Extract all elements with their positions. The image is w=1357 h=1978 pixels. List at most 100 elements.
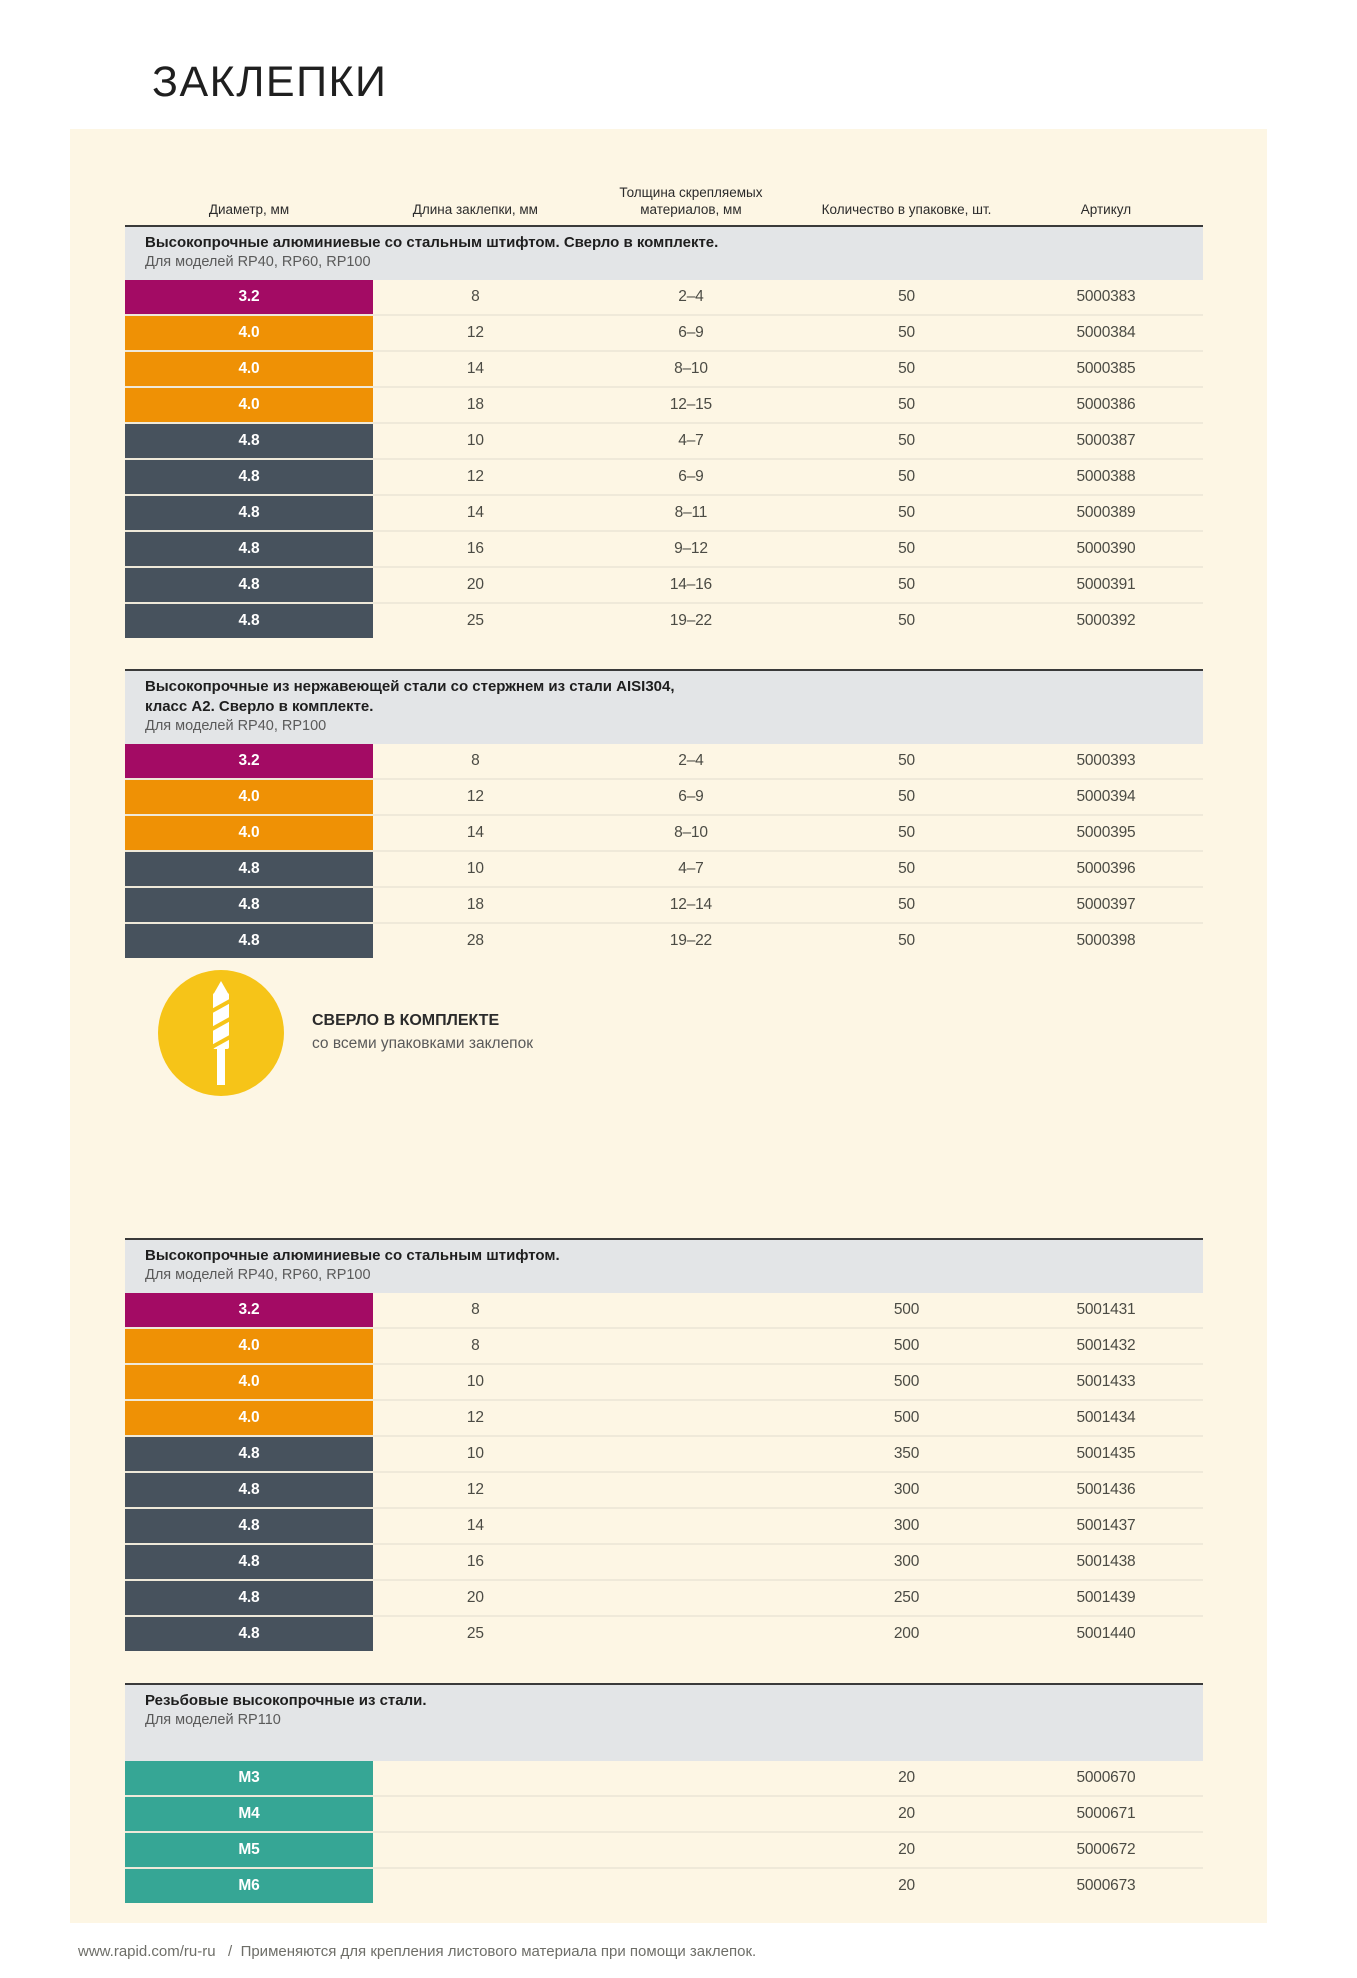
diameter-cell: 4.0: [125, 815, 373, 850]
callout-text: СВЕРЛО В КОМПЛЕКТЕ со всеми упаковками за…: [312, 1012, 533, 1053]
length-cell: 8: [471, 1336, 480, 1354]
table-row: 4.8 25 19–22 50 5000392: [125, 601, 1203, 638]
section-title: Резьбовые высокопрочные из стали.: [145, 1691, 427, 1709]
thickness-cell: [578, 1437, 804, 1471]
section-title: Высокопрочные алюминиевые со стальным шт…: [145, 1246, 560, 1264]
section-subtitle: Для моделей RP40, RP100: [145, 718, 327, 735]
table-row: 4.8 14 300 5001437: [125, 1506, 1203, 1543]
article-cell: 5000398: [1076, 931, 1136, 949]
length-cell: 12: [466, 1480, 484, 1498]
length-cell: 8: [471, 287, 480, 305]
article-cell: 5001435: [1076, 1444, 1136, 1462]
page-footer: www.rapid.com/ru-ru / Применяются для кр…: [78, 1943, 1357, 1960]
length-cell: 18: [466, 395, 484, 413]
column-header-article: Артикул: [1080, 202, 1132, 218]
section-subtitle: Для моделей RP110: [145, 1711, 281, 1728]
diameter-cell: M6: [125, 1868, 373, 1903]
section-rows: 3.2 8 2–4 50 5000393 4.0 12 6–9 50 50003…: [125, 743, 1203, 958]
table-section: Высокопрочные алюминиевые со стальным шт…: [125, 225, 1203, 638]
table-row: 4.8 16 9–12 50 5000390: [125, 529, 1203, 566]
diameter-cell: 4.0: [125, 779, 373, 814]
thickness-cell: [578, 1833, 804, 1867]
section-rows: 3.2 8 500 5001431 4.0 8 500 5001432 4.0 …: [125, 1292, 1203, 1651]
length-cell: 10: [466, 1372, 484, 1390]
article-cell: 5000388: [1076, 467, 1136, 485]
diameter-cell: 4.0: [125, 351, 373, 386]
quantity-cell: 50: [898, 395, 915, 413]
content-panel: Диаметр, мм Длина заклепки, мм Толщина с…: [70, 129, 1267, 1923]
length-cell: 16: [466, 539, 484, 557]
diameter-cell: 4.0: [125, 315, 373, 350]
thickness-cell: [578, 1401, 804, 1435]
article-cell: 5000383: [1076, 287, 1136, 305]
length-cell: 14: [466, 1516, 484, 1534]
length-cell: [373, 1833, 578, 1867]
section-header: Высокопрочные алюминиевые со стальным шт…: [125, 1237, 1203, 1293]
thickness-cell: 6–9: [678, 787, 704, 805]
table-row: M6 20 5000673: [125, 1866, 1203, 1903]
table-row: 4.8 16 300 5001438: [125, 1542, 1203, 1579]
article-cell: 5000671: [1076, 1804, 1136, 1822]
diameter-cell: 4.8: [125, 1544, 373, 1579]
diameter-cell: M3: [125, 1760, 373, 1795]
length-cell: 8: [471, 1300, 480, 1318]
section-rows: 3.2 8 2–4 50 5000383 4.0 12 6–9 50 50003…: [125, 279, 1203, 638]
thickness-cell: [578, 1329, 804, 1363]
table-row: 3.2 8 500 5001431: [125, 1292, 1203, 1327]
quantity-cell: 50: [898, 895, 915, 913]
length-cell: 28: [466, 931, 484, 949]
thickness-cell: 8–10: [674, 823, 708, 841]
table-row: 4.8 25 200 5001440: [125, 1614, 1203, 1651]
footer-url-link[interactable]: www.rapid.com/ru-ru: [78, 1942, 216, 1960]
diameter-cell: 3.2: [125, 279, 373, 314]
length-cell: 14: [466, 503, 484, 521]
column-header-quantity: Количество в упаковке, шт.: [821, 202, 992, 218]
thickness-cell: 2–4: [678, 751, 704, 769]
thickness-cell: [578, 1797, 804, 1831]
thickness-cell: 12–15: [669, 395, 712, 413]
article-cell: 5001437: [1076, 1516, 1136, 1534]
article-cell: 5000394: [1076, 787, 1136, 805]
column-header-diameter: Диаметр, мм: [208, 202, 290, 218]
thickness-cell: 14–16: [669, 575, 712, 593]
column-header-thickness: Толщина скрепляемых материалов, мм: [619, 185, 763, 218]
page-title: ЗАКЛЕПКИ: [152, 58, 388, 106]
article-cell: 5000386: [1076, 395, 1136, 413]
table-row: 4.0 8 500 5001432: [125, 1326, 1203, 1363]
length-cell: 10: [466, 1444, 484, 1462]
article-cell: 5000395: [1076, 823, 1136, 841]
length-cell: 20: [466, 575, 484, 593]
table-sections: Высокопрочные алюминиевые со стальным шт…: [125, 225, 1203, 1903]
diameter-cell: 4.0: [125, 387, 373, 422]
diameter-cell: 3.2: [125, 743, 373, 778]
table-row: 4.8 20 14–16 50 5000391: [125, 565, 1203, 602]
length-cell: 25: [466, 1624, 484, 1642]
table-row: 4.0 10 500 5001433: [125, 1362, 1203, 1399]
table-row: 4.8 18 12–14 50 5000397: [125, 885, 1203, 922]
article-cell: 5000396: [1076, 859, 1136, 877]
table-row: 4.8 10 350 5001435: [125, 1434, 1203, 1471]
section-title: Высокопрочные из нержавеющей стали со ст…: [145, 677, 675, 716]
quantity-cell: 250: [893, 1588, 920, 1606]
quantity-cell: 50: [898, 503, 915, 521]
length-cell: 16: [466, 1552, 484, 1570]
thickness-cell: 8–10: [674, 359, 708, 377]
thickness-cell: 12–14: [669, 895, 712, 913]
table-row: 4.0 14 8–10 50 5000385: [125, 349, 1203, 386]
thickness-cell: 2–4: [678, 287, 704, 305]
table-row: M3 20 5000670: [125, 1760, 1203, 1795]
thickness-cell: [578, 1509, 804, 1543]
length-cell: 12: [466, 323, 484, 341]
callout-title: СВЕРЛО В КОМПЛЕКТЕ: [312, 1012, 500, 1030]
diameter-cell: 4.8: [125, 567, 373, 602]
diameter-cell: 4.8: [125, 459, 373, 494]
table-row: 4.0 12 6–9 50 5000394: [125, 777, 1203, 814]
table-row: 4.8 10 4–7 50 5000396: [125, 849, 1203, 886]
article-cell: 5001438: [1076, 1552, 1136, 1570]
article-cell: 5001432: [1076, 1336, 1136, 1354]
table-row: 4.0 18 12–15 50 5000386: [125, 385, 1203, 422]
diameter-cell: 4.8: [125, 1436, 373, 1471]
length-cell: 14: [466, 823, 484, 841]
diameter-cell: M5: [125, 1832, 373, 1867]
diameter-cell: 4.8: [125, 603, 373, 638]
